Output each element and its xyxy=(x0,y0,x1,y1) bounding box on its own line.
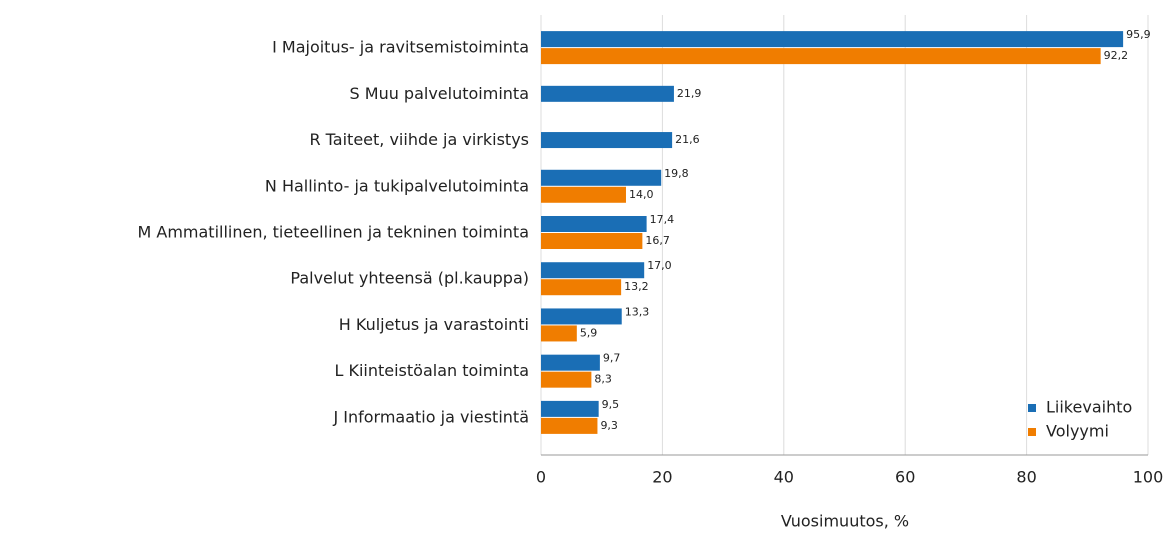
y-tick-label: J Informaatio ja viestintä xyxy=(332,407,529,426)
value-label: 21,9 xyxy=(677,87,702,100)
y-tick-label: N Hallinto- ja tukipalvelutoiminta xyxy=(265,176,529,195)
y-tick-label: S Muu palvelutoiminta xyxy=(350,84,529,103)
y-tick-label: I Majoitus- ja ravitsemistoiminta xyxy=(272,38,529,57)
value-label: 19,8 xyxy=(664,167,689,180)
bar xyxy=(541,262,645,279)
bar xyxy=(541,308,622,325)
value-label: 21,6 xyxy=(675,133,700,146)
x-tick-label: 80 xyxy=(1016,468,1036,487)
x-tick-label: 40 xyxy=(774,468,794,487)
bar xyxy=(541,169,662,186)
bar xyxy=(541,132,673,149)
value-label: 9,3 xyxy=(600,419,618,432)
bar xyxy=(541,417,598,434)
legend-swatch xyxy=(1028,428,1036,436)
bar xyxy=(541,186,626,203)
value-label: 17,0 xyxy=(647,259,672,272)
y-tick-label: H Kuljetus ja varastointi xyxy=(339,315,529,334)
value-label: 17,4 xyxy=(650,213,675,226)
value-label: 5,9 xyxy=(580,326,598,339)
bar xyxy=(541,400,599,417)
x-tick-label: 100 xyxy=(1133,468,1164,487)
value-label: 92,2 xyxy=(1104,49,1129,62)
legend-label: Liikevaihto xyxy=(1046,398,1132,417)
value-label: 14,0 xyxy=(629,188,654,201)
legend-swatch xyxy=(1028,404,1036,412)
x-tick-label: 60 xyxy=(895,468,915,487)
value-label: 9,5 xyxy=(602,398,620,411)
bar xyxy=(541,233,643,249)
y-tick-label: Palvelut yhteensä (pl.kauppa) xyxy=(290,269,529,288)
value-label: 95,9 xyxy=(1126,28,1151,41)
value-label: 13,2 xyxy=(624,280,649,293)
x-tick-label: 20 xyxy=(652,468,672,487)
y-tick-label: L Kiinteistöalan toiminta xyxy=(334,361,529,380)
bar xyxy=(541,325,577,342)
bar xyxy=(541,279,622,296)
x-axis-title: Vuosimuutos, % xyxy=(781,512,909,531)
value-label: 13,3 xyxy=(625,305,650,318)
bar xyxy=(541,31,1124,48)
value-label: 16,7 xyxy=(645,234,670,247)
value-label: 8,3 xyxy=(594,373,612,386)
y-tick-label: M Ammatillinen, tieteellinen ja tekninen… xyxy=(137,223,529,242)
legend-label: Volyymi xyxy=(1046,422,1109,441)
y-tick-label: R Taiteet, viihde ja virkistys xyxy=(309,130,529,149)
bar xyxy=(541,216,647,232)
x-tick-label: 0 xyxy=(536,468,546,487)
bar xyxy=(541,371,592,388)
bar xyxy=(541,48,1101,65)
value-label: 9,7 xyxy=(603,352,621,365)
bar xyxy=(541,354,600,371)
bar xyxy=(541,85,674,102)
